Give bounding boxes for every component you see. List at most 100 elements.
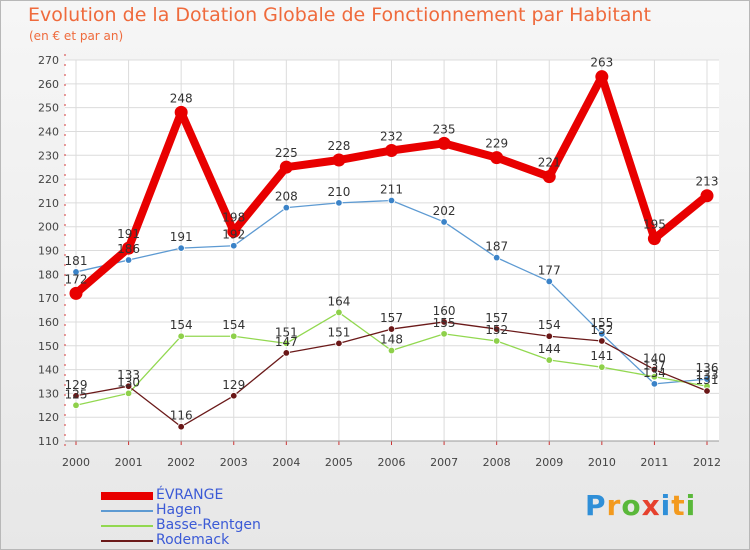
data-point: [230, 332, 238, 340]
data-label: 228: [327, 139, 350, 153]
logo-letter: o: [621, 489, 642, 522]
y-tick-label: 110: [38, 435, 59, 448]
data-label: 151: [327, 325, 350, 339]
data-point: [124, 382, 133, 390]
y-tick-label: 170: [38, 292, 59, 305]
data-point: [227, 224, 241, 238]
legend: ÉVRANGE Hagen Basse-Rentgen Rodemack: [101, 488, 261, 548]
data-point: [492, 337, 501, 345]
data-label: 191: [117, 227, 140, 241]
data-label: 152: [590, 323, 613, 337]
y-tick-label: 150: [38, 340, 59, 353]
data-point: [69, 286, 83, 300]
y-tick-label: 130: [38, 387, 59, 400]
data-label: 211: [380, 182, 403, 196]
legend-swatch-evrange: [101, 491, 153, 500]
data-point: [542, 170, 556, 184]
y-tick-label: 270: [38, 54, 59, 67]
data-point: [332, 153, 346, 167]
data-label: 263: [590, 56, 613, 70]
chart-title: Evolution de la Dotation Globale de Fonc…: [28, 4, 651, 26]
data-point: [72, 392, 80, 400]
data-label: 141: [590, 349, 613, 363]
x-tick-label: 2009: [535, 456, 563, 469]
data-label: 172: [65, 272, 88, 286]
x-tick-label: 2008: [483, 456, 511, 469]
data-label: 177: [538, 263, 561, 277]
data-label: 195: [643, 218, 666, 232]
y-tick-label: 190: [38, 245, 59, 258]
data-label: 134: [643, 366, 666, 380]
data-point: [335, 308, 343, 317]
data-label: 133: [117, 368, 140, 382]
data-point: [703, 375, 711, 383]
logo-letter: P: [585, 489, 607, 522]
legend-label-basse-rentgen: Basse-Rentgen: [156, 517, 261, 533]
y-tick-label: 140: [38, 364, 59, 377]
y-tick-label: 260: [38, 78, 59, 91]
legend-swatch-basse-rentgen: [101, 524, 153, 527]
data-label: 160: [433, 304, 456, 318]
data-label: 129: [65, 378, 88, 392]
legend-swatch-rodemack: [101, 539, 153, 542]
data-point: [387, 325, 396, 333]
data-label: 154: [170, 318, 193, 332]
y-tick-label: 210: [38, 197, 59, 210]
data-label: 229: [485, 137, 508, 151]
data-point: [545, 356, 553, 364]
data-label: 187: [485, 240, 508, 254]
data-point: [647, 232, 661, 246]
data-label: 130: [117, 375, 140, 389]
data-point: [282, 203, 291, 212]
x-tick-label: 2001: [115, 456, 143, 469]
data-label: 186: [117, 242, 140, 256]
data-point: [177, 423, 185, 431]
data-point: [177, 332, 185, 340]
data-label: 137: [643, 359, 666, 373]
data-point: [335, 339, 343, 348]
data-label: 155: [433, 316, 456, 330]
data-point: [490, 151, 504, 165]
data-label: 147: [275, 335, 298, 349]
data-label: 155: [590, 316, 613, 330]
data-label: 210: [327, 185, 350, 199]
data-point: [72, 268, 80, 276]
data-point: [230, 242, 238, 250]
data-point: [387, 346, 396, 355]
data-point: [387, 196, 396, 205]
data-label: 181: [65, 254, 88, 268]
x-tick-label: 2012: [693, 456, 721, 469]
data-label: 154: [538, 318, 561, 332]
data-point: [437, 136, 451, 150]
y-tick-label: 160: [38, 316, 59, 329]
legend-item-basse-rentgen: Basse-Rentgen: [101, 518, 261, 533]
x-tick-label: 2004: [272, 456, 300, 469]
data-point: [650, 373, 659, 381]
data-point: [72, 401, 80, 409]
logo-letter: x: [641, 489, 661, 522]
y-tick-label: 240: [38, 125, 59, 138]
data-label: 235: [433, 122, 456, 136]
data-point: [282, 339, 291, 348]
data-point: [279, 160, 293, 174]
legend-label-rodemack: Rodemack: [156, 532, 230, 548]
logo-letter: t: [671, 489, 686, 522]
data-label: 140: [643, 352, 666, 366]
data-point: [650, 365, 659, 374]
data-label: 129: [222, 378, 245, 392]
legend-item-hagen: Hagen: [101, 503, 261, 518]
x-tick-label: 2000: [62, 456, 90, 469]
data-point: [700, 189, 714, 203]
data-point: [440, 318, 448, 326]
y-tick-label: 120: [38, 411, 59, 424]
data-label: 248: [170, 91, 193, 105]
data-label: 133: [696, 368, 719, 382]
logo-letter: i: [685, 489, 697, 522]
logo-letter: i: [660, 489, 672, 522]
data-point: [598, 330, 606, 338]
data-label: 152: [485, 323, 508, 337]
data-point: [122, 241, 136, 255]
data-point: [440, 218, 448, 226]
data-label: 154: [222, 318, 245, 332]
x-tick-label: 2011: [640, 456, 668, 469]
